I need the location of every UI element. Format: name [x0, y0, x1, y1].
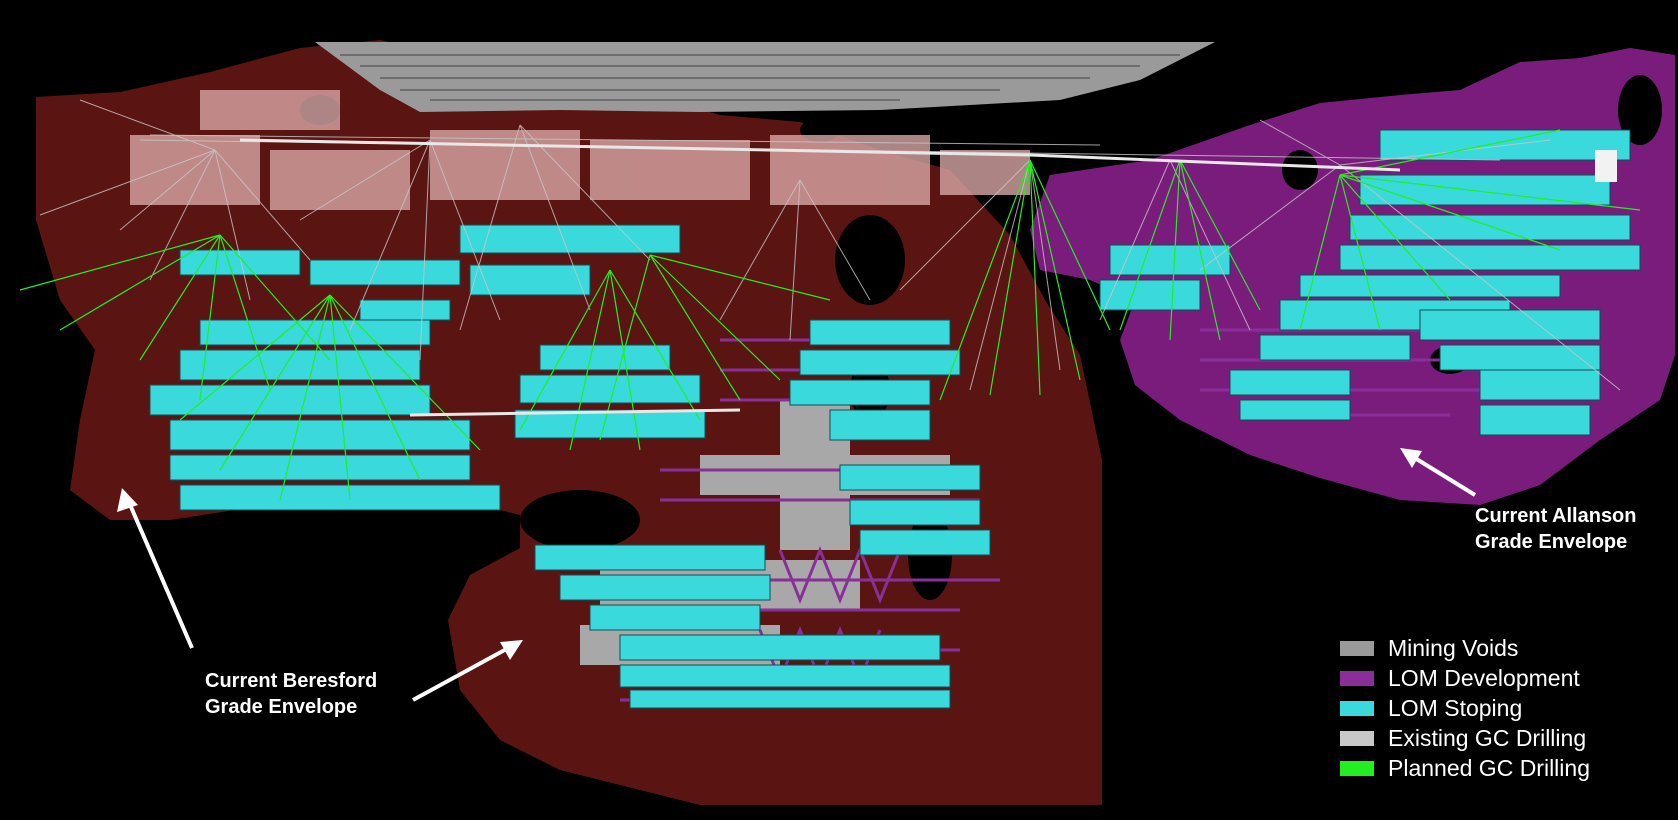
legend-item-lom-development: LOM Development — [1340, 663, 1590, 693]
existing-gc-drilling — [39, 99, 1621, 391]
legend-swatch-planned-gc-drilling — [1340, 760, 1374, 776]
legend-label: LOM Stoping — [1388, 694, 1523, 721]
legend-swatch-lom-stoping — [1340, 700, 1374, 716]
beresford-envelope-label: Current Beresford Grade Envelope — [205, 668, 377, 720]
beresford-label-line1: Current Beresford — [205, 670, 378, 692]
model-tag — [1595, 150, 1617, 182]
lom-stoping — [149, 129, 1641, 709]
legend-item-mining-voids: Mining Voids — [1340, 633, 1590, 663]
legend-item-lom-stoping: LOM Stoping — [1340, 693, 1590, 723]
legend-label: Mining Voids — [1388, 634, 1519, 661]
allanson-label-line1: Current Allanson — [1475, 505, 1637, 527]
legend-label: Existing GC Drilling — [1388, 724, 1587, 751]
allanson-envelope-label: Current Allanson Grade Envelope — [1475, 503, 1637, 555]
existing-development-pink — [130, 90, 1030, 210]
legend-item-planned-gc-drilling: Planned GC Drilling — [1340, 753, 1590, 783]
legend-label: Planned GC Drilling — [1388, 754, 1590, 781]
legend: Mining Voids LOM Development LOM Stoping… — [1340, 633, 1590, 783]
haulage-drives — [239, 138, 1401, 417]
planned-gc-drilling — [19, 129, 1641, 501]
beresford-label-line2: Grade Envelope — [205, 696, 358, 718]
annotation-arrows — [117, 448, 1477, 702]
legend-swatch-mining-voids — [1340, 640, 1374, 656]
allanson-label-line2: Grade Envelope — [1475, 531, 1628, 553]
legend-swatch-existing-gc-drilling — [1340, 730, 1374, 746]
legend-swatch-lom-development — [1340, 670, 1374, 686]
legend-item-existing-gc-drilling: Existing GC Drilling — [1340, 723, 1590, 753]
legend-label: LOM Development — [1388, 664, 1580, 691]
